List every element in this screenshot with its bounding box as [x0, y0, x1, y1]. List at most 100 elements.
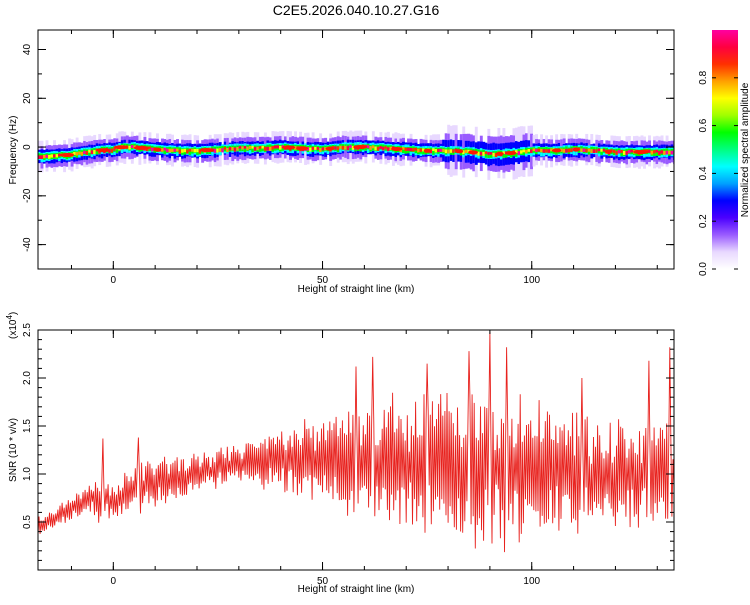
colorbar-tick-label: 0.4 [698, 166, 709, 180]
heatmap-peak [633, 149, 649, 154]
heatmap-cell [570, 148, 574, 153]
colorbar: 0.0 0.2 0.4 0.6 0.8 Normalized spectral ampl… [698, 30, 750, 276]
snr-xtick-label: 100 [523, 576, 540, 587]
heatmap-cell [276, 145, 280, 149]
snr-xtick-label: 50 [317, 576, 329, 587]
spectrogram-ylabel: Frequency (Hz) [8, 116, 19, 185]
heatmap-cell [45, 154, 49, 158]
heatmap-cell [515, 150, 518, 157]
heatmap-peak [353, 145, 368, 150]
heatmap-cell [462, 150, 466, 155]
heatmap-cell [73, 151, 77, 155]
heatmap-cell [171, 148, 174, 153]
heatmap-cell [650, 150, 654, 155]
heatmap-peak [325, 146, 335, 151]
heatmap-cell [417, 148, 420, 153]
heatmap-cell [434, 149, 438, 153]
heatmap-peak [468, 150, 478, 155]
snr-scale-label: (x104) [5, 312, 19, 339]
snr-ytick-label: 1.0 [22, 467, 33, 481]
spectrogram-ticks: 0 50 100 -40 -20 0 20 40 [22, 30, 674, 286]
heatmap-peak [455, 149, 464, 154]
heatmap-cell [48, 154, 51, 159]
heatmap-cell [306, 146, 310, 151]
heatmap-cell [176, 148, 179, 152]
heatmap-cell [314, 146, 318, 150]
heatmap-cell [50, 154, 54, 158]
heatmap-cell [148, 146, 152, 150]
spectrogram-xtick-label: 0 [111, 275, 117, 286]
heatmap-cell [595, 149, 599, 153]
spectrogram-ytick-label: 20 [22, 92, 33, 104]
heatmap-cell [279, 145, 282, 150]
heatmap-cell [419, 148, 423, 152]
snr-panel: 0 50 100 0.5 1.0 1.5 2.0 2.5 Height of straight… [5, 312, 675, 595]
heatmap-cell [75, 152, 79, 156]
colorbar-tick-label: 0.0 [698, 262, 709, 276]
heatmap-cell [381, 146, 385, 151]
heatmap-cell [567, 148, 571, 153]
heatmap-cell [412, 148, 415, 152]
heatmap-cell [58, 153, 61, 157]
heatmap-cell [178, 149, 182, 154]
heatmap-cell [612, 149, 616, 154]
heatmap-peak [423, 148, 432, 153]
snr-frame [37, 329, 675, 571]
snr-ytick-label: 0.5 [22, 515, 33, 529]
heatmap-peak [133, 145, 150, 150]
heatmap-peak [296, 146, 309, 151]
heatmap-cell [231, 147, 235, 151]
heatmap-cell [128, 145, 132, 150]
heatmap-cell [467, 149, 471, 153]
heatmap-cell [336, 146, 340, 151]
heatmap-cell [316, 146, 320, 150]
heatmap-cell [238, 145, 242, 149]
heatmap-cell [597, 148, 601, 152]
colorbar-gradient [712, 30, 738, 269]
heatmap-cell [668, 150, 672, 155]
heatmap-cell [213, 148, 217, 153]
heatmap-peak [551, 148, 562, 153]
heatmap-cell [188, 148, 192, 152]
heatmap-peak [505, 151, 517, 156]
heatmap-cell [600, 148, 604, 152]
heatmap-cell [437, 148, 441, 153]
heatmap-cell [447, 149, 451, 154]
heatmap-cell [577, 147, 581, 151]
heatmap-cell [590, 149, 594, 153]
heatmap-cell [261, 145, 265, 149]
heatmap-cell [502, 151, 506, 155]
heatmap-cell [243, 145, 247, 149]
spectrogram-frame [37, 29, 675, 270]
heatmap-cell [241, 146, 245, 150]
heatmap-cell [537, 148, 541, 152]
heatmap-cell [90, 150, 94, 155]
heatmap-cell [173, 148, 177, 152]
heatmap-cell [196, 148, 200, 153]
heatmap-cell [464, 149, 468, 154]
heatmap-cell [193, 148, 197, 153]
heatmap-cell [525, 149, 528, 154]
heatmap-cell [625, 150, 629, 155]
heatmap-cell [221, 148, 225, 153]
heatmap-cell [494, 153, 498, 158]
heatmap-cell [502, 151, 506, 158]
heatmap-cell [530, 149, 533, 154]
heatmap-peak [495, 151, 504, 156]
heatmap-peak [281, 145, 296, 150]
heatmap-cell [53, 154, 56, 158]
heatmap-cell [663, 150, 667, 155]
figure-title: C2E5.2026.040.10.27.G16 [273, 2, 440, 18]
heatmap-cell [311, 146, 315, 150]
heatmap-cell [294, 146, 297, 150]
heatmap-cell [550, 148, 554, 152]
heatmap-cell [130, 144, 134, 148]
heatmap-cell [321, 147, 325, 151]
heatmap-cell [248, 146, 252, 149]
heatmap-cell [484, 151, 488, 158]
heatmap-cell [266, 146, 270, 151]
heatmap-peak [572, 147, 580, 152]
heatmap-cell [43, 154, 46, 159]
heatmap-peak [604, 149, 613, 154]
heatmap-cell [402, 146, 405, 150]
